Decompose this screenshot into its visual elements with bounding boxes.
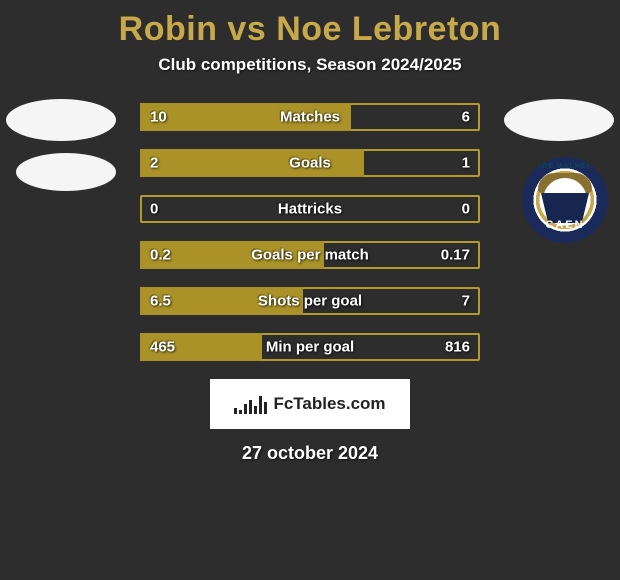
player2-club-badge: STADE MALHERBE CAEN [522, 157, 608, 243]
logo-bar [244, 404, 247, 414]
logo-bar [259, 396, 262, 414]
stat-row: 10Matches6 [140, 103, 480, 131]
club-badge-text-bottom: CAEN [545, 219, 584, 231]
stat-row: 6.5Shots per goal7 [140, 287, 480, 315]
bars-container: 10Matches62Goals10Hattricks00.2Goals per… [140, 103, 480, 361]
page-title: Robin vs Noe Lebreton [0, 0, 620, 49]
stat-right-value: 0.17 [441, 247, 470, 264]
date-text: 27 october 2024 [0, 443, 620, 464]
stat-right-value: 6 [462, 109, 470, 126]
subtitle: Club competitions, Season 2024/2025 [0, 55, 620, 75]
stat-row: 0.2Goals per match0.17 [140, 241, 480, 269]
stat-right-value: 7 [462, 293, 470, 310]
logo-bar [254, 406, 257, 414]
logo-bar [249, 400, 252, 414]
stat-label: Goals [140, 155, 480, 172]
player1-avatar [6, 99, 116, 141]
source-badge: FcTables.com [210, 379, 410, 429]
stat-label: Min per goal [140, 339, 480, 356]
logo-bar [234, 408, 237, 414]
comparison-chart: STADE MALHERBE CAEN 10Matches62Goals10Ha… [0, 103, 620, 361]
stat-label: Hattricks [140, 201, 480, 218]
stat-right-value: 816 [445, 339, 470, 356]
player1-club-avatar [16, 153, 116, 191]
logo-bar [239, 410, 242, 414]
stat-label: Matches [140, 109, 480, 126]
source-logo-icon [234, 394, 267, 414]
title-player1: Robin [119, 10, 218, 48]
stat-right-value: 0 [462, 201, 470, 218]
stat-label: Goals per match [140, 247, 480, 264]
stat-row: 0Hattricks0 [140, 195, 480, 223]
stat-right-value: 1 [462, 155, 470, 172]
player2-avatar [504, 99, 614, 141]
stat-label: Shots per goal [140, 293, 480, 310]
logo-bar [264, 402, 267, 414]
source-text: FcTables.com [273, 394, 385, 414]
title-vs: vs [227, 10, 266, 48]
club-badge-text-top: STADE MALHERBE [526, 163, 605, 170]
title-player2: Noe Lebreton [276, 10, 501, 48]
stat-row: 2Goals1 [140, 149, 480, 177]
stat-row: 465Min per goal816 [140, 333, 480, 361]
